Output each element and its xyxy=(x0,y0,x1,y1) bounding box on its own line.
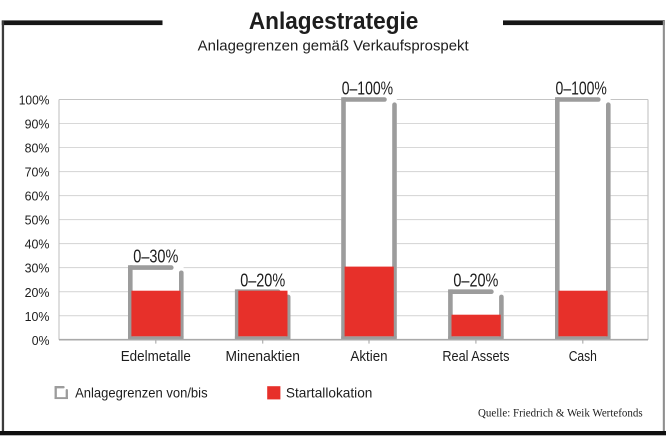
svg-text:10%: 10% xyxy=(25,309,50,324)
svg-text:0–20%: 0–20% xyxy=(453,270,498,291)
svg-text:80%: 80% xyxy=(25,141,50,156)
svg-text:90%: 90% xyxy=(25,117,50,132)
svg-text:Minenaktien: Minenaktien xyxy=(225,349,300,365)
svg-text:Real Assets: Real Assets xyxy=(442,349,509,365)
svg-text:70%: 70% xyxy=(25,165,50,180)
svg-text:Aktien: Aktien xyxy=(350,349,387,365)
svg-text:40%: 40% xyxy=(25,237,50,252)
svg-text:0%: 0% xyxy=(32,333,50,348)
svg-text:Anlagestrategie: Anlagestrategie xyxy=(249,9,419,35)
svg-text:20%: 20% xyxy=(25,285,50,300)
svg-text:Cash: Cash xyxy=(569,349,597,365)
svg-text:60%: 60% xyxy=(25,189,50,204)
svg-text:50%: 50% xyxy=(25,213,50,228)
svg-text:Quelle: Friedrich & Weik Werte: Quelle: Friedrich & Weik Wertefonds xyxy=(478,408,643,420)
svg-text:100%: 100% xyxy=(19,93,50,108)
svg-text:30%: 30% xyxy=(25,261,50,276)
svg-text:Anlagegrenzen gemäß Verkaufspr: Anlagegrenzen gemäß Verkaufsprospekt xyxy=(198,39,469,55)
svg-text:0–20%: 0–20% xyxy=(240,270,285,291)
svg-text:Startallokation: Startallokation xyxy=(286,385,373,400)
svg-text:0–100%: 0–100% xyxy=(342,77,393,98)
svg-text:0–30%: 0–30% xyxy=(133,245,178,266)
svg-text:Anlagegrenzen von/bis: Anlagegrenzen von/bis xyxy=(75,385,208,400)
svg-text:0–100%: 0–100% xyxy=(556,77,607,98)
svg-text:Edelmetalle: Edelmetalle xyxy=(121,349,191,365)
